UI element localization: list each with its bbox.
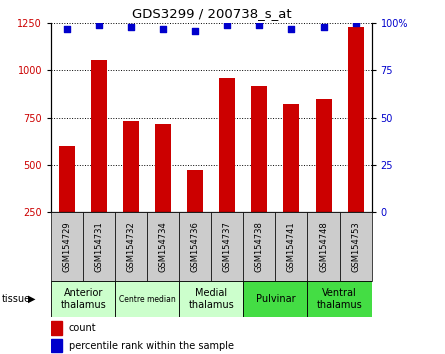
FancyBboxPatch shape xyxy=(83,212,115,281)
FancyBboxPatch shape xyxy=(51,281,115,317)
Bar xyxy=(283,103,299,260)
Text: tissue: tissue xyxy=(2,294,31,304)
Text: GSM154732: GSM154732 xyxy=(127,222,136,272)
FancyBboxPatch shape xyxy=(179,281,243,317)
FancyBboxPatch shape xyxy=(51,212,83,281)
FancyBboxPatch shape xyxy=(275,212,307,281)
Text: Pulvinar: Pulvinar xyxy=(255,294,295,304)
Text: ▶: ▶ xyxy=(28,294,36,304)
FancyBboxPatch shape xyxy=(307,281,372,317)
Text: GSM154748: GSM154748 xyxy=(319,222,328,272)
Bar xyxy=(251,86,267,260)
Text: GSM154734: GSM154734 xyxy=(159,222,168,272)
FancyBboxPatch shape xyxy=(340,212,372,281)
FancyBboxPatch shape xyxy=(307,212,340,281)
Text: Medial
thalamus: Medial thalamus xyxy=(189,288,234,310)
Bar xyxy=(91,60,107,260)
FancyBboxPatch shape xyxy=(243,281,307,317)
Text: GSM154753: GSM154753 xyxy=(351,222,360,272)
Text: GSM154729: GSM154729 xyxy=(63,222,72,272)
Text: GSM154741: GSM154741 xyxy=(287,222,296,272)
Text: GSM154731: GSM154731 xyxy=(95,222,104,272)
Text: Centre median: Centre median xyxy=(119,295,176,304)
Text: Anterior
thalamus: Anterior thalamus xyxy=(61,288,106,310)
Bar xyxy=(51,321,62,335)
Bar xyxy=(316,99,332,260)
Text: GSM154737: GSM154737 xyxy=(223,222,232,272)
Point xyxy=(64,26,71,32)
Point xyxy=(288,26,295,32)
Bar xyxy=(219,78,235,260)
Bar xyxy=(123,121,139,260)
FancyBboxPatch shape xyxy=(243,212,275,281)
Point xyxy=(224,22,231,28)
FancyBboxPatch shape xyxy=(115,281,179,317)
Bar xyxy=(187,170,203,260)
Text: percentile rank within the sample: percentile rank within the sample xyxy=(69,341,234,350)
Title: GDS3299 / 200738_s_at: GDS3299 / 200738_s_at xyxy=(132,7,291,21)
Text: Ventral
thalamus: Ventral thalamus xyxy=(317,288,362,310)
Point xyxy=(96,22,103,28)
Bar xyxy=(155,124,171,260)
Text: GSM154738: GSM154738 xyxy=(255,222,264,272)
Text: GSM154736: GSM154736 xyxy=(191,222,200,272)
Point xyxy=(128,24,135,30)
Bar xyxy=(348,27,364,260)
Point xyxy=(352,20,359,26)
Bar xyxy=(51,339,62,352)
Point xyxy=(160,26,167,32)
Point xyxy=(320,24,327,30)
FancyBboxPatch shape xyxy=(211,212,243,281)
Point xyxy=(256,22,263,28)
Text: count: count xyxy=(69,323,97,333)
FancyBboxPatch shape xyxy=(115,212,147,281)
Bar xyxy=(59,146,75,260)
FancyBboxPatch shape xyxy=(179,212,211,281)
Point xyxy=(192,28,199,33)
FancyBboxPatch shape xyxy=(147,212,179,281)
